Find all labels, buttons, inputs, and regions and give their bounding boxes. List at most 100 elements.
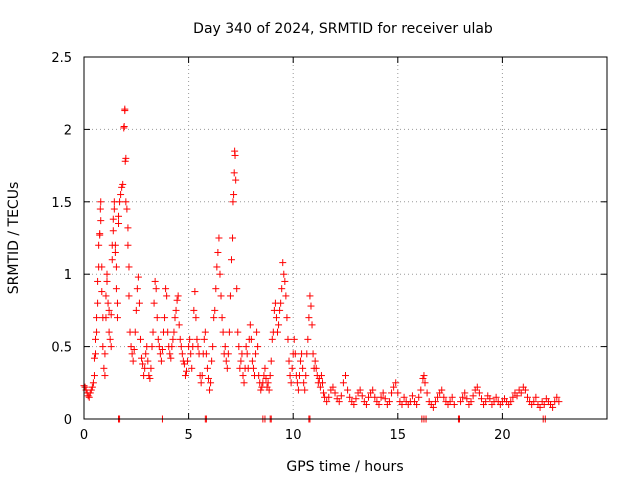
data-point <box>146 374 154 382</box>
data-point <box>157 357 165 365</box>
data-point <box>246 321 254 329</box>
data-point <box>307 302 315 310</box>
data-point <box>413 401 421 409</box>
data-point <box>293 379 301 387</box>
data-point <box>171 314 179 322</box>
x-tick-label: 0 <box>80 428 88 443</box>
data-point <box>419 374 427 382</box>
data-point <box>431 398 439 406</box>
data-point <box>325 393 333 401</box>
data-point <box>94 277 102 285</box>
data-point <box>344 386 352 394</box>
data-point <box>473 383 481 391</box>
x-tick-label: 20 <box>494 428 511 443</box>
data-point <box>127 343 135 351</box>
data-point <box>278 285 286 293</box>
data-point <box>177 343 185 351</box>
data-point <box>356 386 364 394</box>
data-point <box>176 335 184 343</box>
data-point <box>461 389 469 397</box>
data-point <box>261 364 269 372</box>
data-point <box>253 328 261 336</box>
data-point <box>277 299 285 307</box>
data-point <box>105 328 113 336</box>
data-point <box>123 205 131 213</box>
data-point <box>469 392 477 400</box>
data-point <box>230 191 238 199</box>
data-point <box>191 288 199 296</box>
data-point <box>206 386 214 394</box>
data-point <box>125 292 133 300</box>
data-point <box>213 263 221 271</box>
data-point <box>208 357 216 365</box>
data-point <box>297 357 305 365</box>
data-point <box>142 350 150 358</box>
data-point <box>249 364 257 372</box>
data-point <box>309 350 317 358</box>
data-point <box>120 123 128 131</box>
data-point <box>390 383 398 391</box>
data-point <box>224 350 232 358</box>
data-point <box>85 393 93 401</box>
data-point <box>125 263 133 271</box>
data-point <box>113 299 121 307</box>
data-point <box>429 403 437 411</box>
data-point <box>203 364 211 372</box>
data-point <box>98 288 106 296</box>
data-point <box>302 372 310 380</box>
data-point <box>167 354 175 362</box>
x-tick-label: 5 <box>184 428 192 443</box>
data-point <box>168 343 176 351</box>
data-point <box>161 314 169 322</box>
data-point <box>202 350 210 358</box>
data-point <box>248 357 256 365</box>
data-point <box>81 383 89 391</box>
data-point <box>169 335 177 343</box>
data-point <box>149 328 157 336</box>
data-point <box>112 263 120 271</box>
data-point <box>211 306 219 314</box>
data-point <box>172 306 180 314</box>
data-point <box>457 398 465 406</box>
plot-frame <box>83 56 608 420</box>
data-point <box>92 335 100 343</box>
data-point <box>131 328 139 336</box>
data-point <box>463 395 471 403</box>
data-point <box>153 314 161 322</box>
data-point <box>150 299 158 307</box>
data-point <box>268 335 276 343</box>
data-point <box>101 350 109 358</box>
data-point <box>128 350 136 358</box>
data-point <box>415 393 423 401</box>
data-point <box>303 350 311 358</box>
data-point <box>311 357 319 365</box>
data-point <box>365 393 373 401</box>
data-point <box>197 379 205 387</box>
data-point <box>215 234 223 242</box>
data-point <box>323 398 331 406</box>
data-point <box>218 314 226 322</box>
x-tick-label: 15 <box>390 428 407 443</box>
data-point <box>192 314 200 322</box>
data-point <box>110 205 118 213</box>
data-point <box>287 379 295 387</box>
data-point <box>423 389 431 397</box>
data-point <box>530 398 538 406</box>
data-point <box>181 372 189 380</box>
data-point <box>420 372 428 380</box>
data-point <box>231 151 239 159</box>
data-point <box>200 335 208 343</box>
data-point <box>138 354 146 362</box>
data-point <box>295 372 303 380</box>
data-point <box>104 299 112 307</box>
data-point <box>226 292 234 300</box>
data-point <box>97 198 105 206</box>
data-point <box>229 234 237 242</box>
data-point <box>257 386 265 394</box>
data-point <box>240 379 248 387</box>
data-point <box>103 277 111 285</box>
data-point <box>232 176 240 184</box>
data-point <box>221 343 229 351</box>
axis-ticks: 0 5 10 15 20 0 0.5 1 1.5 2 2.5 <box>51 51 607 443</box>
